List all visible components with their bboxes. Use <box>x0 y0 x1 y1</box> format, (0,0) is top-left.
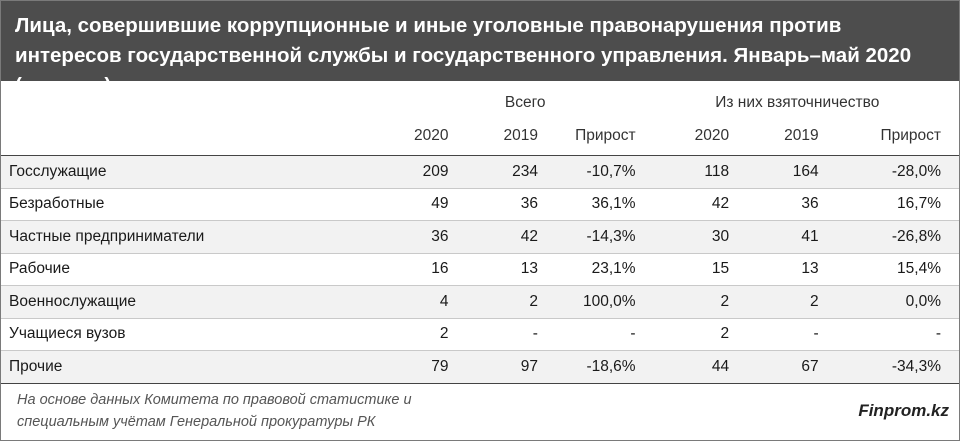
table-cell: 67 <box>729 350 819 384</box>
table-row: Рабочие 16 13 23,1% 15 13 15,4% <box>1 253 959 286</box>
table-cell: 44 <box>635 350 730 384</box>
table-cell: 42 <box>448 220 538 254</box>
table-cell: 42 <box>635 188 730 221</box>
group-header-total: Всего <box>504 94 546 111</box>
table-cell: 23,1% <box>537 253 636 286</box>
column-header-bribery-2020: 2020 <box>635 117 730 156</box>
table-cell: 2 <box>354 318 449 351</box>
row-label: Рабочие <box>1 253 355 286</box>
table-cell: - <box>448 318 538 351</box>
table-cell: -26,8% <box>818 220 959 254</box>
table-cell: 13 <box>729 253 819 286</box>
table-cell: - <box>537 318 636 351</box>
row-label: Военнослужащие <box>1 285 355 319</box>
table-cell: 2 <box>729 285 819 319</box>
source-note-line-1: На основе данных Комитета по правовой ст… <box>17 392 412 408</box>
table-cell: 36,1% <box>537 188 636 221</box>
table-cell: 15 <box>635 253 730 286</box>
table-row: Безработные 49 36 36,1% 42 36 16,7% <box>1 188 959 221</box>
row-label: Учащиеся вузов <box>1 318 355 351</box>
table-cell: 36 <box>448 188 538 221</box>
column-header-bribery-growth: Прирост <box>818 117 959 156</box>
table-cell: - <box>729 318 819 351</box>
group-header-bribery: Из них взяточничество <box>715 94 880 111</box>
table-row: Частные предприниматели 36 42 -14,3% 30 41 -26… <box>1 220 959 254</box>
table-cell: -10,7% <box>537 155 636 189</box>
table-cell: 49 <box>354 188 449 221</box>
page-title: Лица, совершившие коррупционные и иные у… <box>1 1 959 97</box>
table-body: Госслужащие 209 234 -10,7% 118 164 -28,0% Безра… <box>1 155 959 384</box>
column-header-total-growth: Прирост <box>537 117 636 156</box>
row-label: Госслужащие <box>1 155 355 189</box>
table-row: Военнослужащие 4 2 100,0% 2 2 0,0% <box>1 285 959 319</box>
column-header-total-2019: 2019 <box>448 117 538 156</box>
source-note: На основе данных Комитета по правовой ст… <box>17 389 412 433</box>
table-cell: 2 <box>635 318 730 351</box>
column-header-row: 2020 2019 Прирост 2020 2019 Прирост <box>1 117 959 156</box>
table-cell: -18,6% <box>537 350 636 384</box>
table-cell: 4 <box>354 285 449 319</box>
table-cell: 118 <box>635 155 730 189</box>
table-row: Учащиеся вузов 2- -2- - <box>1 318 959 351</box>
table-row: Госслужащие 209 234 -10,7% 118 164 -28,0% <box>1 155 959 189</box>
table-cell: 2 <box>635 285 730 319</box>
table-cell: 16,7% <box>818 188 959 221</box>
table-cell: 100,0% <box>537 285 636 319</box>
table-cell: 234 <box>448 155 538 189</box>
row-label: Частные предприниматели <box>1 220 355 254</box>
table-cell: 36 <box>729 188 819 221</box>
table-cell: 30 <box>635 220 730 254</box>
row-label: Безработные <box>1 188 355 221</box>
table-cell: 164 <box>729 155 819 189</box>
table-cell: 13 <box>448 253 538 286</box>
table-cell: 209 <box>354 155 449 189</box>
table-cell: -28,0% <box>818 155 959 189</box>
column-group-row: Всего Из них взяточничество <box>1 89 959 117</box>
column-header-total-2020: 2020 <box>354 117 449 156</box>
brand-logo: Finprom.kz <box>858 401 949 420</box>
table-cell: 0,0% <box>818 285 959 319</box>
table-cell: - <box>818 318 959 351</box>
table-cell: 16 <box>354 253 449 286</box>
table-cell: 2 <box>448 285 538 319</box>
column-header-bribery-2019: 2019 <box>729 117 819 156</box>
table-cell: -14,3% <box>537 220 636 254</box>
table-cell: 79 <box>354 350 449 384</box>
source-note-line-2: специальным учётам Генеральной прокурату… <box>17 414 376 430</box>
table-cell: 41 <box>729 220 819 254</box>
row-label: Прочие <box>1 350 355 384</box>
table-row: Прочие 79 97 -18,6% 44 67 -34,3% <box>1 350 959 384</box>
data-table: Всего Из них взяточничество 2020 2019 Пр… <box>1 89 959 384</box>
table-cell: -34,3% <box>818 350 959 384</box>
table-cell: 97 <box>448 350 538 384</box>
table-cell: 36 <box>354 220 449 254</box>
table-cell: 15,4% <box>818 253 959 286</box>
